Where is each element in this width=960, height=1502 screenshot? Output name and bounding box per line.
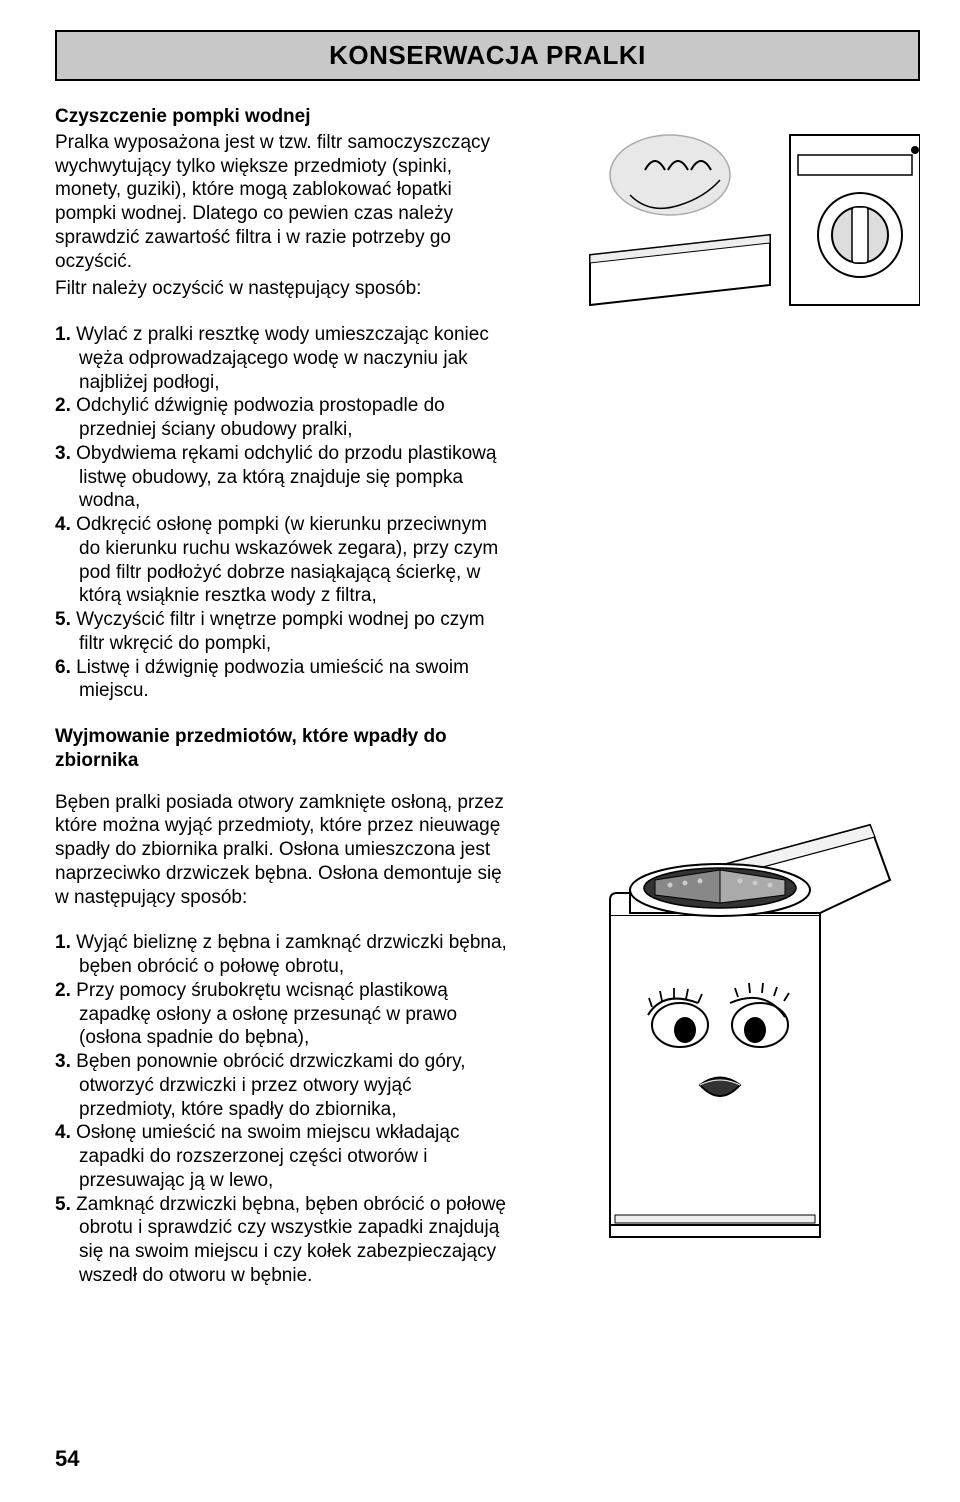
list-text: Odkręcić osłonę pompki (w kierunku przec… <box>76 514 498 606</box>
page-number: 54 <box>55 1446 79 1472</box>
list-text: Odchylić dźwignię podwozia prostopadle d… <box>76 395 445 440</box>
pump-filter-illustration <box>560 115 920 315</box>
list-text: Osłonę umieścić na swoim miejscu wkładaj… <box>76 1122 459 1191</box>
section1-list: 1. Wylać z pralki resztkę wody umieszcza… <box>55 323 510 703</box>
list-text: Zamknąć drzwiczki bębna, bęben obrócić o… <box>76 1194 506 1286</box>
list-text: Przy pomocy śrubokrętu wcisnąć plastikow… <box>76 980 457 1049</box>
illustration-column <box>530 105 920 1288</box>
list-item: 3. Bęben ponownie obrócić drzwiczkami do… <box>55 1050 510 1121</box>
section1-lead: Filtr należy oczyścić w następujący spos… <box>55 277 510 301</box>
list-text: Obydwiema rękami odchylić do przodu plas… <box>76 443 496 512</box>
list-text: Bęben ponownie obrócić drzwiczkami do gó… <box>76 1051 465 1120</box>
list-item: 2. Przy pomocy śrubokrętu wcisnąć plasti… <box>55 979 510 1050</box>
list-item: 2. Odchylić dźwignię podwozia prostopadl… <box>55 394 510 442</box>
list-item: 6. Listwę i dźwignię podwozia umieścić n… <box>55 656 510 704</box>
title-bar: KONSERWACJA PRALKI <box>55 30 920 81</box>
list-item: 3. Obydwiema rękami odchylić do przodu p… <box>55 442 510 513</box>
list-item: 5. Zamknąć drzwiczki bębna, bęben obróci… <box>55 1193 510 1288</box>
section1-heading: Czyszczenie pompki wodnej <box>55 105 510 129</box>
page-title: KONSERWACJA PRALKI <box>57 40 918 71</box>
list-text: Wyczyścić filtr i wnętrze pompki wodnej … <box>76 609 484 654</box>
section2-heading: Wyjmowanie przedmiotów, które wpadły do … <box>55 725 510 773</box>
drum-cover-illustration <box>570 785 910 1245</box>
list-text: Wylać z pralki resztkę wody umieszczając… <box>76 324 489 393</box>
list-item: 4. Odkręcić osłonę pompki (w kierunku pr… <box>55 513 510 608</box>
text-column: Czyszczenie pompki wodnej Pralka wyposaż… <box>55 105 510 1288</box>
list-item: 1. Wyjąć bieliznę z bębna i zamknąć drzw… <box>55 931 510 979</box>
list-text: Wyjąć bieliznę z bębna i zamknąć drzwicz… <box>76 932 507 977</box>
list-text: Listwę i dźwignię podwozia umieścić na s… <box>76 657 469 702</box>
section2-intro: Bęben pralki posiada otwory zamknięte os… <box>55 791 510 910</box>
list-item: 5. Wyczyścić filtr i wnętrze pompki wodn… <box>55 608 510 656</box>
list-item: 4. Osłonę umieścić na swoim miejscu wkła… <box>55 1121 510 1192</box>
list-item: 1. Wylać z pralki resztkę wody umieszcza… <box>55 323 510 394</box>
content-area: Czyszczenie pompki wodnej Pralka wyposaż… <box>55 105 920 1288</box>
section2-list: 1. Wyjąć bieliznę z bębna i zamknąć drzw… <box>55 931 510 1287</box>
section1-intro: Pralka wyposażona jest w tzw. filtr samo… <box>55 131 510 274</box>
